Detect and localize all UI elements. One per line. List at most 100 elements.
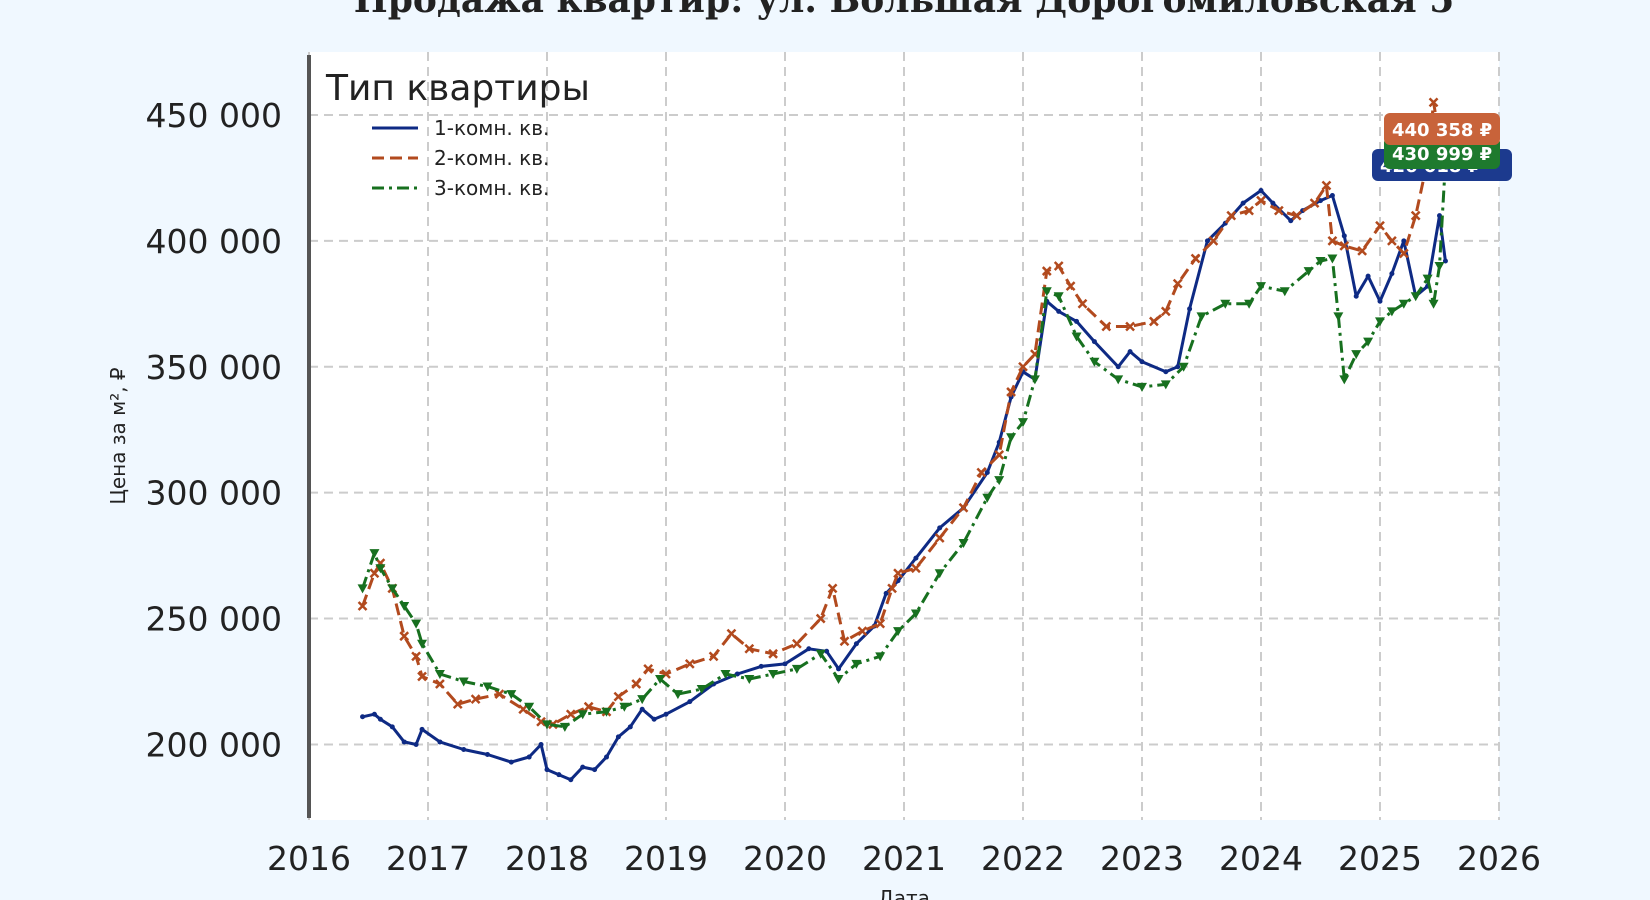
grid bbox=[308, 52, 1500, 820]
x-tick-2022: 2022 bbox=[981, 839, 1065, 878]
data-point bbox=[377, 716, 383, 722]
legend-label-3: 3-комн. кв. bbox=[434, 176, 549, 200]
data-point bbox=[744, 643, 755, 654]
y-tick-1: 250 000 bbox=[146, 600, 282, 639]
data-point bbox=[893, 627, 904, 637]
data-point bbox=[1160, 306, 1171, 317]
y-tick-0: 200 000 bbox=[146, 725, 282, 764]
data-point bbox=[720, 669, 731, 679]
data-point bbox=[542, 720, 552, 730]
data-point bbox=[1389, 271, 1395, 277]
badge-label: 440 358 ₽ bbox=[1392, 120, 1492, 141]
data-point bbox=[1172, 278, 1183, 289]
legend-item-3: 3-комн. кв. bbox=[372, 176, 549, 200]
data-point bbox=[1175, 364, 1181, 370]
data-point bbox=[494, 689, 505, 699]
data-point bbox=[806, 646, 812, 652]
data-point bbox=[1053, 261, 1064, 271]
x-tick-2025: 2025 bbox=[1338, 839, 1422, 878]
data-point bbox=[411, 619, 422, 629]
x-tick-2016: 2016 bbox=[267, 839, 351, 878]
data-point bbox=[1410, 292, 1421, 302]
data-point bbox=[672, 690, 683, 700]
legend-label-1: 1-комн. кв. bbox=[434, 116, 549, 140]
data-point bbox=[357, 584, 368, 594]
data-point bbox=[1115, 364, 1121, 370]
x-tick-2020: 2020 bbox=[743, 839, 827, 878]
data-point bbox=[1006, 433, 1017, 443]
data-point bbox=[744, 674, 755, 684]
data-point bbox=[1041, 287, 1052, 297]
y-axis-label: Цена за м², ₽ bbox=[106, 367, 130, 505]
data-point bbox=[1163, 369, 1169, 375]
data-point bbox=[1091, 339, 1097, 345]
data-point bbox=[1428, 97, 1439, 108]
data-point bbox=[1208, 235, 1219, 246]
x-tick-2026: 2026 bbox=[1457, 839, 1541, 878]
data-point bbox=[1291, 210, 1302, 221]
data-point bbox=[1204, 238, 1210, 244]
data-point bbox=[791, 664, 802, 674]
badge-box bbox=[1384, 113, 1500, 145]
data-point bbox=[1074, 318, 1080, 324]
data-point bbox=[984, 470, 990, 476]
data-point bbox=[1303, 267, 1314, 277]
data-point bbox=[538, 741, 544, 747]
data-point bbox=[1365, 273, 1371, 279]
data-point bbox=[1401, 238, 1407, 244]
data-point bbox=[836, 666, 842, 672]
data-point bbox=[663, 711, 669, 717]
data-point bbox=[604, 754, 609, 760]
data-point bbox=[958, 539, 969, 549]
x-tick-2021: 2021 bbox=[862, 839, 946, 878]
data-point bbox=[1327, 254, 1338, 264]
data-point bbox=[1244, 299, 1255, 309]
data-point bbox=[556, 772, 562, 778]
data-point bbox=[1387, 235, 1397, 246]
data-point bbox=[696, 685, 707, 695]
data-point bbox=[1428, 299, 1439, 309]
data-point bbox=[913, 555, 919, 561]
data-point bbox=[1065, 281, 1076, 292]
data-point bbox=[1041, 266, 1052, 276]
data-point bbox=[357, 601, 368, 611]
data-point bbox=[827, 583, 838, 594]
data-point bbox=[833, 674, 844, 684]
data-point bbox=[1053, 292, 1064, 302]
data-point bbox=[976, 467, 987, 478]
data-point bbox=[613, 691, 624, 702]
data-point bbox=[655, 674, 666, 684]
data-point bbox=[768, 648, 778, 659]
data-point bbox=[1018, 418, 1028, 428]
data-point bbox=[506, 690, 517, 700]
data-point bbox=[1375, 317, 1385, 327]
data-point bbox=[452, 699, 463, 710]
data-point bbox=[1127, 349, 1133, 355]
legend-item-1: 1-комн. кв. bbox=[372, 116, 549, 140]
data-point bbox=[1398, 299, 1409, 309]
data-point bbox=[434, 669, 445, 679]
data-point bbox=[559, 722, 570, 732]
chart-title: Продажа квартир: ул. Большая Дорогомилов… bbox=[354, 0, 1455, 21]
data-point bbox=[934, 569, 945, 579]
data-point bbox=[375, 564, 386, 574]
data-point bbox=[1029, 375, 1040, 385]
y-tick-2: 300 000 bbox=[146, 474, 282, 513]
data-point bbox=[1353, 293, 1359, 299]
data-point bbox=[526, 754, 532, 760]
data-point bbox=[1357, 246, 1368, 256]
data-point bbox=[857, 626, 868, 637]
data-point bbox=[568, 777, 574, 783]
data-point bbox=[815, 649, 826, 659]
data-point bbox=[435, 679, 445, 689]
data-point bbox=[419, 726, 425, 732]
data-point bbox=[853, 641, 859, 647]
data-point bbox=[1137, 382, 1147, 392]
data-point bbox=[389, 724, 395, 730]
data-point bbox=[1309, 198, 1320, 208]
data-point bbox=[1386, 307, 1397, 317]
data-point bbox=[1327, 235, 1338, 246]
data-point bbox=[411, 651, 421, 662]
data-point bbox=[1256, 282, 1266, 292]
data-point bbox=[1240, 200, 1246, 206]
